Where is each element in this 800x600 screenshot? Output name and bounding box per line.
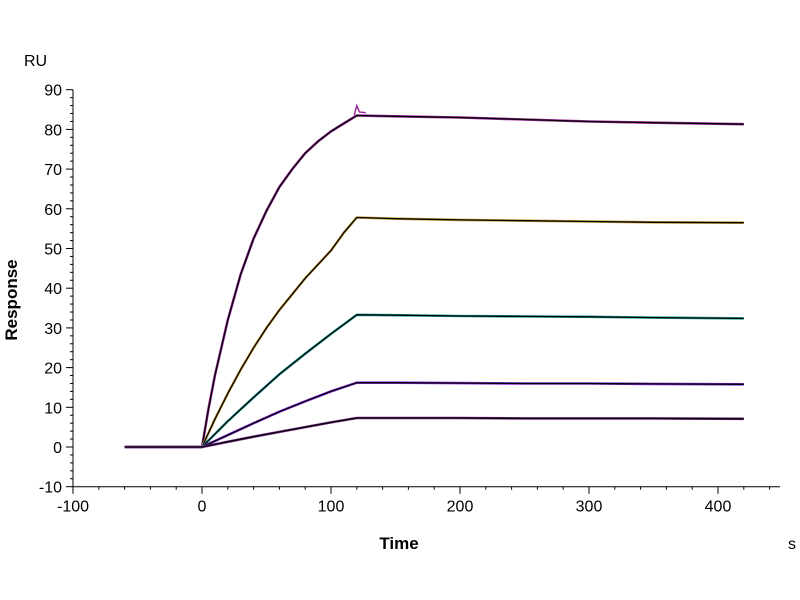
y-tick-label: 0 xyxy=(53,440,62,457)
y-tick-label: 60 xyxy=(44,202,62,219)
x-unit-label: s xyxy=(788,536,796,553)
y-tick-label: 20 xyxy=(44,361,62,378)
series-5-fit-curve xyxy=(124,417,744,448)
series-1-fit-curve xyxy=(124,114,744,448)
y-tick-label: -10 xyxy=(39,480,62,497)
y-tick-label: 80 xyxy=(44,122,62,139)
series-1-spike xyxy=(353,103,366,116)
y-tick-label: 40 xyxy=(44,281,62,298)
y-unit-label: RU xyxy=(24,53,47,70)
series-3-curve xyxy=(124,313,744,449)
series-2-curve xyxy=(124,216,744,449)
y-tick-label: 90 xyxy=(44,83,62,100)
y-tick-label: 70 xyxy=(44,162,62,179)
series-2-fit-curve xyxy=(124,216,744,448)
x-tick-label: 400 xyxy=(705,499,732,516)
series-4-fit-curve xyxy=(124,382,744,448)
y-tick-label: 50 xyxy=(44,242,62,259)
y-tick-label: 10 xyxy=(44,400,62,417)
series-1-curve xyxy=(124,114,744,449)
series-3-fit-curve xyxy=(124,314,744,448)
y-axis-title: Response xyxy=(2,259,21,340)
y-tick-label: 30 xyxy=(44,321,62,338)
x-axis-title: Time xyxy=(379,534,418,553)
x-tick-label: 200 xyxy=(447,499,474,516)
x-tick-label: 0 xyxy=(198,499,207,516)
x-tick-label: 100 xyxy=(318,499,345,516)
series-layer xyxy=(124,103,744,449)
x-tick-label: 300 xyxy=(576,499,603,516)
x-tick-label: -100 xyxy=(57,499,89,516)
